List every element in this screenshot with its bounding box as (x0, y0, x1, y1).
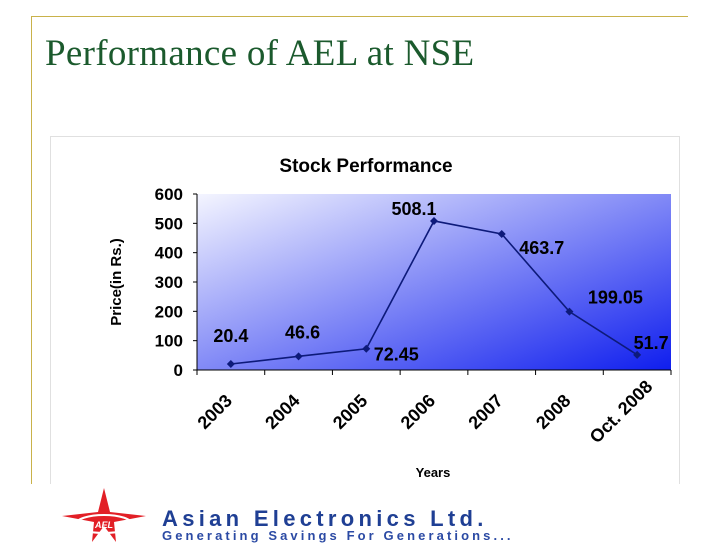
data-label: 20.4 (213, 326, 248, 346)
chart-title: Stock Performance (279, 156, 452, 177)
x-tick-label: Oct. 2008 (586, 376, 657, 447)
data-point-marker (430, 216, 438, 225)
y-tick-label: 500 (155, 214, 183, 233)
x-tick-label: 2003 (194, 391, 236, 433)
y-tick-label: 200 (155, 302, 183, 321)
chart-container: Stock Performance 0 100 200 300 400 500 600 200… (50, 136, 680, 488)
company-name: Asian Electronics Ltd. (162, 506, 488, 531)
stock-performance-chart: Stock Performance 0 100 200 300 400 500 600 200… (108, 156, 672, 480)
slide-frame-left-rule (31, 16, 32, 493)
data-label: 51.7 (634, 333, 669, 353)
y-tick-label: 0 (174, 361, 183, 380)
x-tick-label: 2007 (464, 391, 506, 433)
data-label: 463.7 (519, 238, 564, 258)
data-point-marker (633, 350, 642, 359)
logo-text: AEL (94, 520, 113, 530)
slide-title: Performance of AEL at NSE (45, 33, 475, 74)
x-tick-label: 2005 (329, 391, 371, 433)
x-tick-label: 2008 (532, 391, 574, 433)
company-tagline: Generating Savings For Generations... (162, 528, 514, 543)
data-point-marker (362, 344, 371, 353)
y-axis-label: Price(in Rs.) (108, 238, 125, 326)
red-star-logo-icon: AEL (62, 488, 146, 542)
data-point-marker (565, 307, 574, 316)
data-point-marker (226, 360, 235, 369)
data-point-marker (497, 229, 506, 238)
data-label: 199.05 (588, 288, 643, 308)
y-tick-label: 400 (155, 244, 183, 263)
slide-frame-top-rule (31, 16, 688, 17)
data-label: 72.45 (374, 345, 419, 365)
data-point-marker (294, 352, 303, 361)
x-tick-label: 2006 (397, 391, 439, 433)
x-tick-label: 2004 (261, 391, 303, 433)
y-tick-label: 600 (155, 185, 183, 204)
data-label: 46.6 (285, 322, 320, 342)
y-tick-label: 300 (155, 273, 183, 292)
y-tick-label: 100 (155, 332, 183, 351)
data-label: 508.1 (391, 199, 436, 219)
x-axis-label: Years (416, 465, 451, 480)
